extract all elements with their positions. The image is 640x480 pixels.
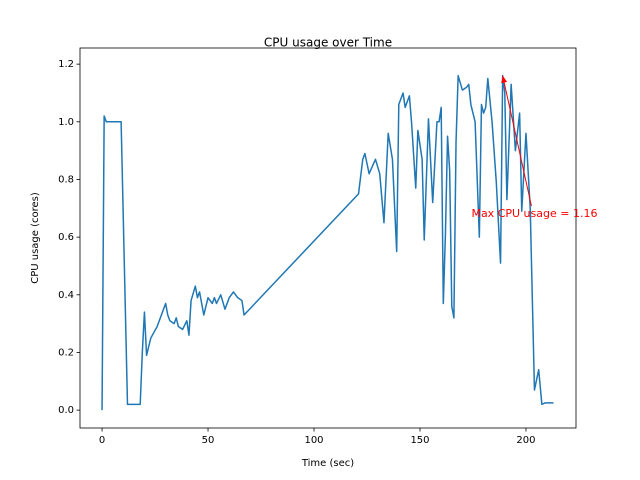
x-tick-label: 50 [202,435,215,446]
y-tick-label: 0.0 [58,405,74,416]
y-tick-label: 1.0 [58,117,74,128]
y-tick-label: 0.4 [58,290,74,301]
plot-frame [79,47,577,429]
x-tick-label: 0 [99,435,105,446]
x-tick-label: 200 [516,435,535,446]
data-line [101,74,554,411]
x-tick-label: 150 [410,435,429,446]
annotation-text: Max CPU usage = 1.16 [471,207,597,220]
y-tick-label: 0.8 [58,174,74,185]
y-tick-label: 0.2 [58,347,74,358]
annotation-arrow [502,75,532,207]
y-tick-label: 1.2 [58,59,74,70]
y-tick-label: 0.6 [58,232,74,243]
annotation-arrowhead [501,75,508,84]
x-axis-label: Time (sec) [301,458,354,469]
chart-title: CPU usage over Time [264,36,392,50]
y-axis-label: CPU usage (cores) [30,192,41,284]
x-tick-label: 100 [304,435,323,446]
